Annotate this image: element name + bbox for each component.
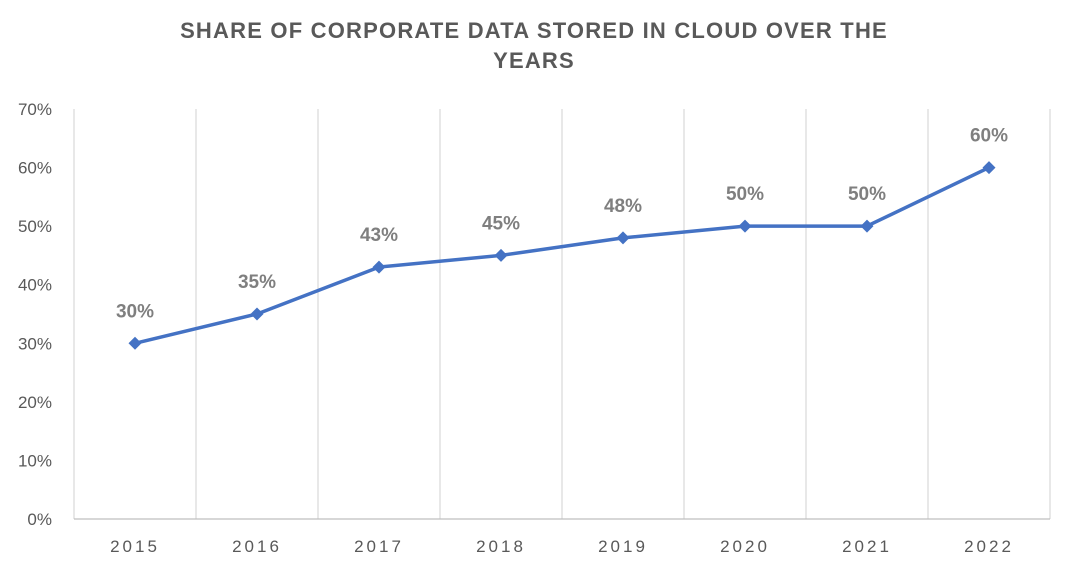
data-label: 35% — [238, 272, 276, 293]
diamond-marker — [982, 161, 996, 175]
data-label: 60% — [970, 126, 1008, 147]
series-line — [133, 165, 991, 346]
diamond-marker — [616, 231, 630, 245]
x-tick-label: 2021 — [842, 537, 892, 556]
diamond-marker — [250, 307, 264, 321]
chart-title-line-2: YEARS — [493, 48, 575, 73]
y-tick-label: 50% — [18, 217, 52, 236]
series-line-group — [133, 165, 991, 346]
x-tick-label: 2016 — [232, 537, 282, 556]
data-label: 43% — [360, 225, 398, 246]
x-tick-label: 2015 — [110, 537, 160, 556]
diamond-marker — [860, 219, 874, 233]
x-tick-label: 2017 — [354, 537, 404, 556]
diamond-marker — [494, 248, 508, 262]
diamond-marker — [372, 260, 386, 274]
diamond-marker — [128, 336, 142, 350]
data-label: 45% — [482, 213, 520, 234]
y-tick-label: 60% — [18, 159, 52, 178]
y-tick-label: 10% — [18, 451, 52, 470]
data-labels: 30% 35% 43% 45% 48% 50% 50% 60% — [116, 126, 1008, 323]
y-tick-label: 70% — [18, 100, 52, 119]
data-label: 50% — [848, 184, 886, 205]
x-tick-label: 2020 — [720, 537, 770, 556]
diamond-marker — [738, 219, 752, 233]
gridlines — [73, 109, 1051, 519]
x-axis-tick-labels: 2015 2016 2017 2018 2019 2020 2021 2022 — [110, 537, 1014, 556]
x-tick-label: 2022 — [964, 537, 1014, 556]
y-tick-label: 40% — [18, 276, 52, 295]
y-axis-tick-labels: 0% 10% 20% 30% 40% 50% 60% 70% — [18, 100, 52, 529]
y-tick-label: 0% — [27, 510, 52, 529]
chart-title-line-1: SHARE OF CORPORATE DATA STORED IN CLOUD … — [180, 18, 888, 43]
data-label: 50% — [726, 184, 764, 205]
x-tick-label: 2018 — [476, 537, 526, 556]
data-label: 30% — [116, 301, 154, 322]
data-label: 48% — [604, 196, 642, 217]
series-markers — [128, 161, 996, 350]
y-tick-label: 30% — [18, 334, 52, 353]
y-tick-label: 20% — [18, 393, 52, 412]
chart-title: SHARE OF CORPORATE DATA STORED IN CLOUD … — [180, 18, 888, 73]
x-tick-label: 2019 — [598, 537, 648, 556]
